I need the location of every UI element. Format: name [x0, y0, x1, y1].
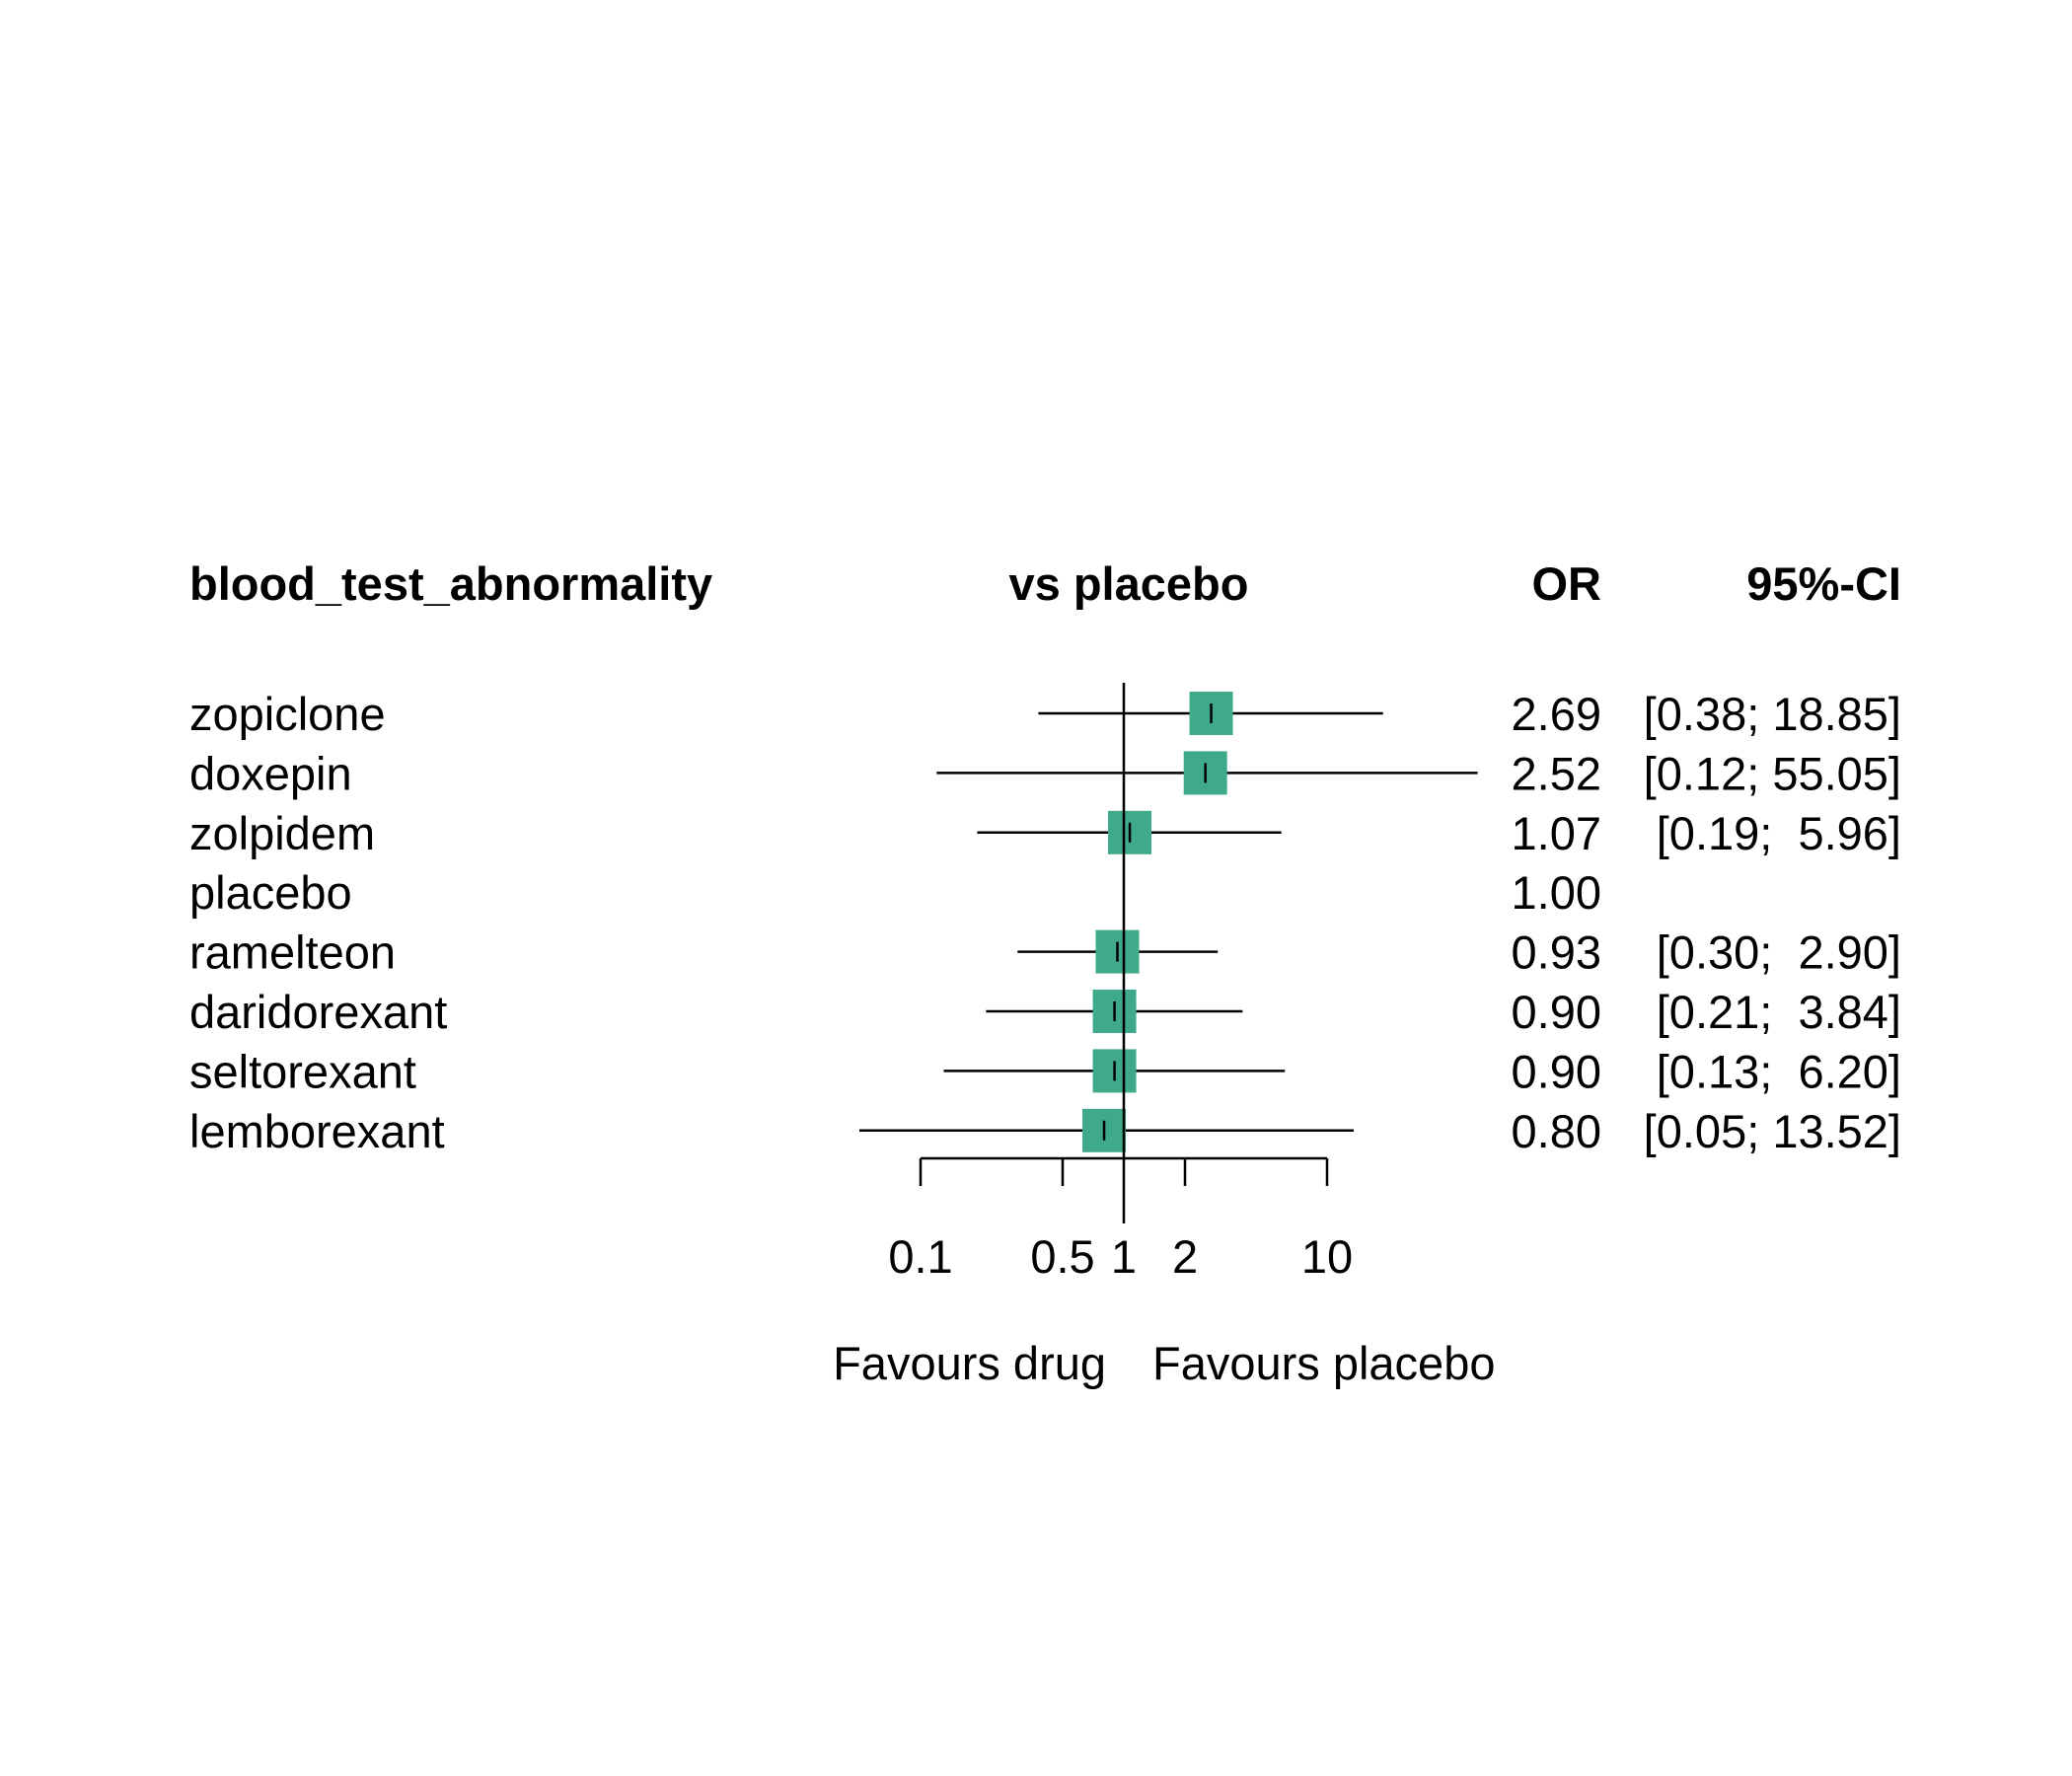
ci-value: [0.13; 6.20] — [1657, 1045, 1901, 1097]
row-label: zopiclone — [189, 688, 386, 740]
x-tick-label: 0.5 — [1030, 1230, 1094, 1283]
ci-value: [0.19; 5.96] — [1657, 807, 1901, 859]
forest-rows: zopiclone 2.69 [0.38; 18.85] doxepin 2.52 [0.… — [189, 688, 1901, 1157]
x-axis: 0.1 0.5 1 2 10 — [888, 1156, 1353, 1283]
or-value: 0.90 — [1512, 1045, 1601, 1097]
favours-placebo-label: Favours placebo — [1152, 1337, 1495, 1389]
ci-value: [0.21; 3.84] — [1657, 986, 1901, 1038]
or-value: 2.52 — [1512, 747, 1601, 799]
x-tick-label: 0.1 — [888, 1230, 952, 1283]
header-estimate: OR — [1532, 557, 1602, 610]
forest-row-seltorexant: seltorexant 0.90 [0.13; 6.20] — [189, 1045, 1901, 1097]
row-label: placebo — [189, 866, 352, 919]
x-tick-label: 2 — [1172, 1230, 1198, 1283]
favours-drug-label: Favours drug — [833, 1337, 1106, 1389]
row-label: seltorexant — [189, 1045, 416, 1097]
row-label: daridorexant — [189, 986, 447, 1038]
or-value: 0.80 — [1512, 1105, 1601, 1157]
ci-value: [0.12; 55.05] — [1644, 747, 1901, 799]
ci-value: [0.05; 13.52] — [1644, 1105, 1901, 1157]
forest-row-daridorexant: daridorexant 0.90 [0.21; 3.84] — [189, 986, 1901, 1038]
ci-value: [0.30; 2.90] — [1657, 926, 1901, 979]
x-tick-label: 1 — [1111, 1230, 1137, 1283]
header-interval: 95%-CI — [1746, 557, 1901, 610]
or-value: 0.90 — [1512, 986, 1601, 1038]
or-value: 1.00 — [1512, 866, 1601, 919]
ci-value: [0.38; 18.85] — [1644, 688, 1901, 740]
row-label: zolpidem — [189, 807, 375, 859]
or-value: 2.69 — [1512, 688, 1601, 740]
forest-row-lemborexant: lemborexant 0.80 [0.05; 13.52] — [189, 1105, 1901, 1157]
row-label: lemborexant — [189, 1105, 445, 1157]
forest-row-zopiclone: zopiclone 2.69 [0.38; 18.85] — [189, 688, 1901, 740]
forest-row-zolpidem: zolpidem 1.07 [0.19; 5.96] — [189, 807, 1901, 859]
x-tick-label: 10 — [1301, 1230, 1353, 1283]
forest-row-placebo: placebo 1.00 — [189, 866, 1601, 919]
header-comparison: vs placebo — [1009, 557, 1249, 610]
or-value: 0.93 — [1512, 926, 1601, 979]
row-label: doxepin — [189, 747, 352, 799]
row-label: ramelteon — [189, 926, 396, 979]
header-outcome: blood_test_abnormality — [189, 557, 712, 610]
or-value: 1.07 — [1512, 807, 1601, 859]
forest-row-doxepin: doxepin 2.52 [0.12; 55.05] — [189, 747, 1901, 799]
forest-row-ramelteon: ramelteon 0.93 [0.30; 2.90] — [189, 926, 1901, 979]
